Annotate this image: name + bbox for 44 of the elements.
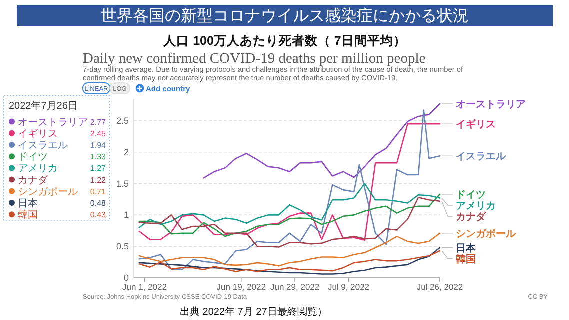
text: 2.77	[90, 118, 106, 127]
y-tick-label: 2.5	[116, 116, 129, 126]
chart-subtitle: 人口 100万人あたり死者数（ 7日間平均）	[162, 34, 406, 48]
legend-label: イギリス	[18, 128, 58, 140]
legend-label: カナダ	[18, 174, 49, 186]
legend-label: 韓国	[18, 209, 38, 222]
legend-label: アメリカ	[18, 164, 58, 175]
text: 1.22	[90, 176, 106, 185]
chart-title: 世界各国の新型コロナウイルス感染症にかかる状況	[101, 7, 469, 25]
legend-label: シンガポール	[18, 186, 78, 198]
text: 0.48	[90, 199, 106, 208]
y-tick-label: 1	[124, 210, 129, 220]
x-tick-label: Jul 26, 2022	[416, 282, 464, 292]
text: シンガポール	[456, 228, 516, 240]
x-tick-label: Jun 19, 2022	[216, 282, 266, 292]
x-tick-label: Jun 29, 2022	[270, 282, 320, 292]
legend-label: 日本	[18, 198, 38, 210]
text: Daily new confirmed COVID-19 deaths per million people	[83, 51, 426, 67]
text: オーストラリア	[456, 100, 526, 111]
text: 1.94	[90, 141, 106, 150]
legend-label: ドイツ	[18, 152, 48, 164]
text: 0.43	[90, 210, 106, 220]
text: 1.27	[90, 164, 106, 174]
y-tick-label: 0	[124, 273, 129, 283]
text: 日本	[456, 243, 476, 254]
source-note: 出典 2022年 7月 27日最終閲覧）	[180, 306, 328, 318]
text: イスラエル	[456, 152, 506, 163]
legend-label: オーストラリア	[18, 117, 88, 128]
text: 0.71	[90, 187, 106, 196]
text: イギリス	[456, 120, 496, 131]
legend-label: イスラエル	[18, 140, 68, 152]
legend-title: 2022年7月26日	[9, 100, 78, 112]
y-tick-label: 0.5	[116, 242, 129, 252]
text: 2.45	[90, 129, 106, 138]
header: 世界各国の新型コロナウイルス感染症にかかる状況	[17, 5, 553, 26]
text: アメリカ	[456, 200, 496, 212]
text: 韓国	[456, 254, 476, 266]
text: ドイツ	[456, 190, 486, 201]
y-tick-label: 1.5	[116, 178, 129, 189]
text: 1.33	[90, 152, 106, 162]
y-tick-label: 2	[124, 147, 129, 158]
x-tick-label: Jun 1, 2022	[122, 282, 168, 292]
x-tick-label: Jul 9, 2022	[328, 282, 370, 292]
text: カナダ	[456, 212, 486, 223]
